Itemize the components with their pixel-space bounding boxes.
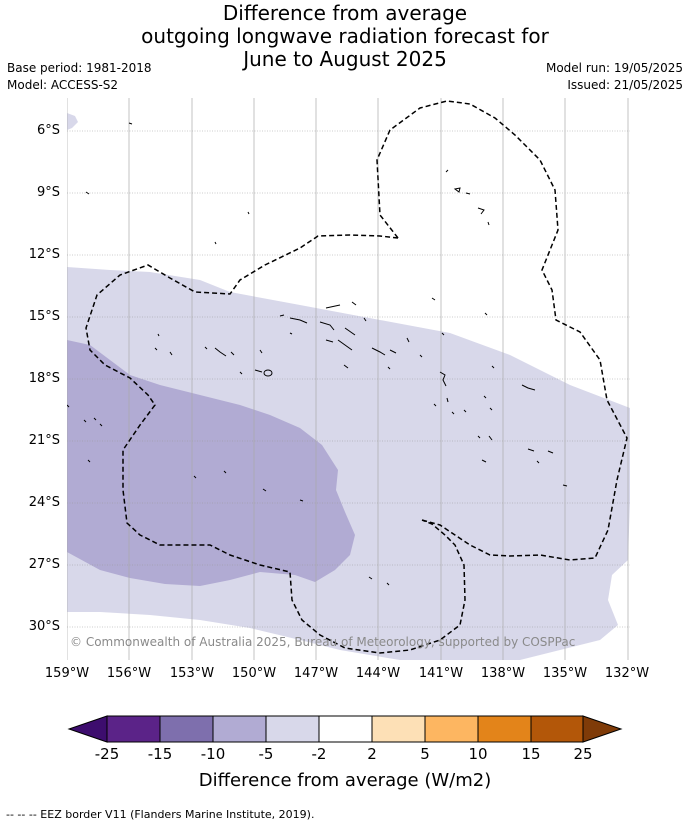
lat-label-6s: 6°S — [36, 123, 60, 138]
anomaly-region-small — [67, 113, 78, 130]
meta-right: Model run: 19/05/2025 Issued: 21/05/2025 — [546, 60, 683, 94]
title-line-3: June to August 2025 — [243, 47, 447, 71]
lat-label-21s: 21°S — [28, 433, 60, 448]
colorbar-over-arrow — [582, 715, 623, 743]
lon-label-138w: 138°W — [480, 666, 526, 681]
colorbar-bin-8 — [477, 715, 532, 743]
lat-label-27s: 27°S — [28, 557, 60, 572]
colorbar-tick: 2 — [367, 745, 377, 763]
title-line-1: Difference from average — [222, 1, 468, 25]
issued-date: Issued: 21/05/2025 — [567, 78, 683, 92]
base-period: Base period: 1981-2018 — [7, 61, 152, 75]
islands — [67, 122, 568, 586]
lon-label-135w: 135°W — [542, 666, 588, 681]
colorbar-tick: 15 — [521, 745, 541, 763]
colorbar — [67, 715, 623, 743]
colorbar-bin-6 — [371, 715, 426, 743]
map-plot-area: © Commonwealth of Australia 2025, Bureau… — [67, 98, 630, 660]
colorbar-bin-9 — [530, 715, 584, 743]
lon-label-141w: 141°W — [418, 666, 464, 681]
colorbar-bin-2 — [159, 715, 214, 743]
colorbar-bin-3 — [212, 715, 267, 743]
lat-label-24s: 24°S — [28, 495, 60, 510]
lat-label-15s: 15°S — [28, 309, 60, 324]
lon-label-147w: 147°W — [293, 666, 339, 681]
longitude-gridlines — [67, 98, 629, 660]
meta-left: Base period: 1981-2018 Model: ACCESS-S2 — [7, 60, 152, 94]
lat-label-30s: 30°S — [28, 619, 60, 634]
lon-label-153w: 153°W — [169, 666, 215, 681]
colorbar-tick: -25 — [94, 745, 120, 763]
eez-border-northern — [376, 100, 628, 561]
colorbar-tick: -5 — [258, 745, 274, 763]
colorbar-tick: -10 — [200, 745, 226, 763]
colorbar-bin-1 — [106, 715, 161, 743]
eez-border-central — [85, 234, 466, 654]
lon-label-156w: 156°W — [106, 666, 152, 681]
colorbar-bin-7 — [424, 715, 479, 743]
lat-label-9s: 9°S — [36, 185, 60, 200]
model-name: Model: ACCESS-S2 — [7, 78, 119, 92]
colorbar-under-arrow — [67, 715, 108, 743]
lat-label-12s: 12°S — [28, 247, 60, 262]
anomaly-region-medium — [67, 340, 355, 586]
map-title: Difference from average outgoing longwav… — [0, 2, 690, 71]
eez-borders — [85, 100, 628, 654]
colorbar-tick: 25 — [573, 745, 593, 763]
colorbar-bin-5 — [318, 715, 373, 743]
model-run: Model run: 19/05/2025 — [545, 61, 683, 75]
lon-label-159w: 159°W — [44, 666, 90, 681]
colorbar-tick: 10 — [468, 745, 488, 763]
colorbar-bin-4 — [265, 715, 320, 743]
lat-label-18s: 18°S — [28, 371, 60, 386]
copyright-notice: © Commonwealth of Australia 2025, Bureau… — [70, 635, 575, 649]
lon-label-150w: 150°W — [231, 666, 277, 681]
colorbar-tick: -2 — [311, 745, 327, 763]
lon-label-144w: 144°W — [355, 666, 401, 681]
colorbar-title: Difference from average (W/m2) — [198, 770, 492, 791]
eez-legend-note: -- -- -- EEZ border V11 (Flanders Marine… — [6, 808, 315, 821]
lon-label-132w: 132°W — [604, 666, 650, 681]
title-line-2: outgoing longwave radiation forecast for — [141, 24, 549, 48]
colorbar-tick: -15 — [147, 745, 173, 763]
colorbar-tick: 5 — [420, 745, 430, 763]
